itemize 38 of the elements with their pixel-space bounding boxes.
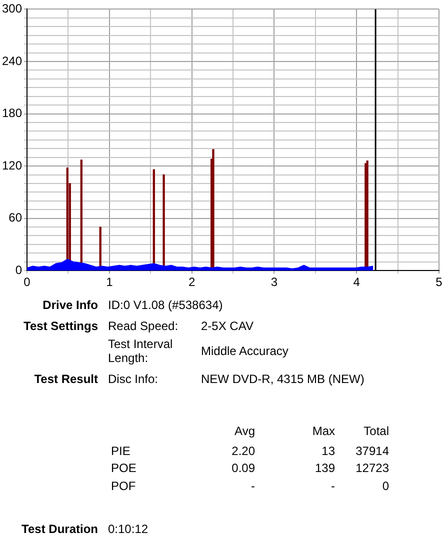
- text: 2.20: [230, 444, 255, 458]
- text: NEW DVD-R, 4315 MB (NEW): [201, 372, 366, 386]
- text: -: [250, 479, 255, 493]
- y-tick-label: 300: [2, 2, 22, 16]
- x-tick-label: 5: [436, 275, 443, 290]
- text: Test Settings: [22, 319, 98, 333]
- text: 0.09: [230, 461, 255, 475]
- x-tick-label: 1: [106, 275, 114, 290]
- text: 2-5X CAV: [201, 319, 254, 333]
- x-tick-label: 2: [188, 275, 196, 290]
- text: Avg: [234, 424, 255, 438]
- text: Drive Info: [42, 298, 98, 312]
- text: POF: [111, 479, 137, 493]
- y-tick-label: 60: [8, 210, 22, 225]
- text: PIE: [111, 444, 132, 458]
- y-tick-label: 240: [2, 54, 22, 68]
- text: Read Speed:: [108, 319, 180, 333]
- text: Disc Info:: [108, 372, 160, 386]
- y-tick-label: 180: [2, 106, 22, 120]
- text: 37914: [354, 444, 389, 458]
- text: 13: [320, 444, 335, 458]
- text: -: [330, 479, 335, 493]
- x-tick-label: 3: [270, 275, 278, 290]
- text: Test Result: [33, 372, 98, 386]
- text: ID:0 V1.08 (#538634): [108, 298, 224, 312]
- text: 0: [381, 479, 389, 493]
- text: Middle Accuracy: [201, 344, 290, 358]
- text: POE: [111, 461, 138, 475]
- text: 0:10:12: [108, 522, 150, 536]
- text: 139: [314, 461, 335, 475]
- text: Total: [362, 424, 389, 438]
- y-tick-label: 0: [15, 262, 22, 277]
- text: Max: [311, 424, 335, 438]
- text: 12723: [354, 461, 389, 475]
- text: Test Duration: [20, 522, 98, 536]
- x-tick-label: 4: [353, 275, 360, 290]
- text: Test Interval Length:: [108, 337, 174, 365]
- y-tick-label: 120: [2, 158, 22, 172]
